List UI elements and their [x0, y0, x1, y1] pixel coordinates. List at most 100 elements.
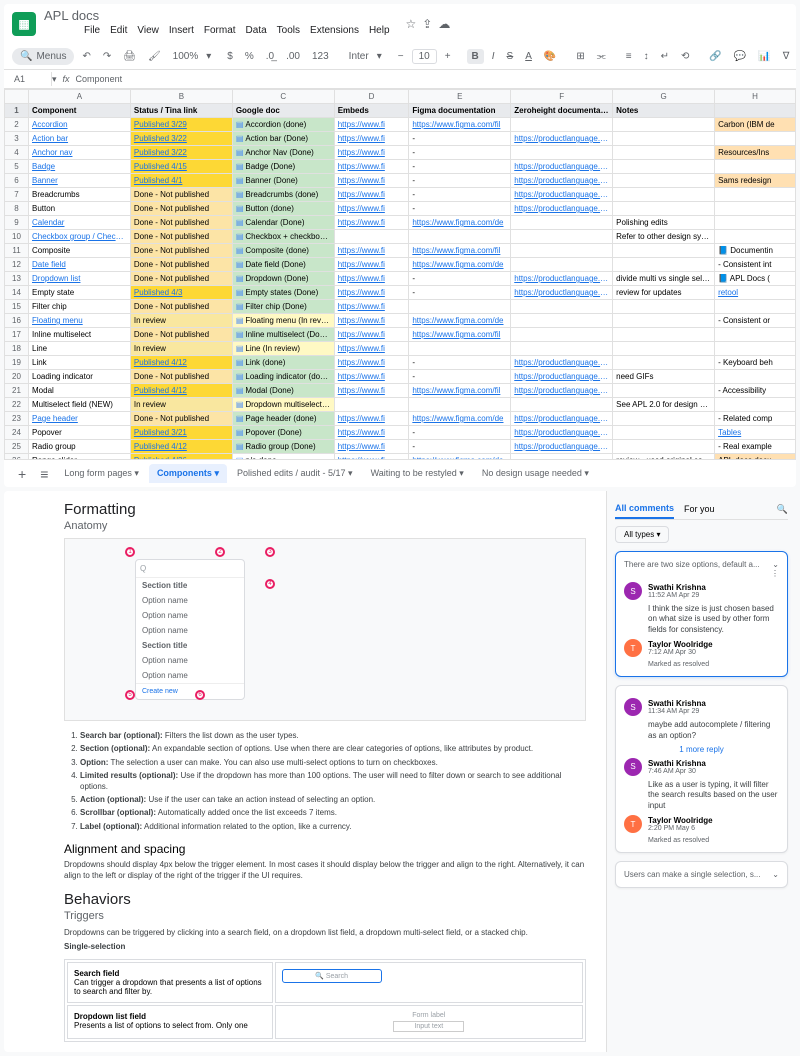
row-number[interactable]: 16 — [5, 314, 29, 328]
menu-file[interactable]: File — [84, 25, 100, 36]
cell-status[interactable]: Published 4/1 — [130, 174, 232, 188]
row-number[interactable]: 24 — [5, 426, 29, 440]
cell-gdoc[interactable]: ▤Date field (Done) — [232, 258, 334, 272]
move-icon[interactable]: ⇪ — [422, 17, 432, 31]
menu-help[interactable]: Help — [369, 25, 390, 36]
all-sheets-btn[interactable]: ≡ — [34, 466, 54, 482]
chevron-down-icon[interactable]: ▾ — [206, 51, 211, 62]
row-number[interactable]: 10 — [5, 230, 29, 244]
cell-notes[interactable] — [613, 160, 715, 174]
italic-btn[interactable]: I — [488, 49, 499, 64]
row-number[interactable]: 7 — [5, 188, 29, 202]
menu-tools[interactable]: Tools — [277, 25, 300, 36]
header-cell[interactable]: Zeroheight documentation — [511, 104, 613, 118]
cell-zh[interactable]: https://productlanguage.adde — [511, 412, 613, 426]
cell-figma[interactable]: - — [409, 426, 511, 440]
cell-component[interactable]: Banner — [29, 174, 131, 188]
cell-notes[interactable] — [613, 412, 715, 426]
cell-figma[interactable]: - — [409, 272, 511, 286]
cell-embed[interactable]: https://www.fi — [334, 328, 409, 342]
cell-status[interactable]: Published 4/3 — [130, 286, 232, 300]
cell-status[interactable]: Published 4/12 — [130, 440, 232, 454]
num-format-btn[interactable]: 123 — [308, 49, 333, 64]
cell-h[interactable]: retool — [715, 286, 796, 300]
cell-figma[interactable]: - — [409, 370, 511, 384]
cell-component[interactable]: Floating menu — [29, 314, 131, 328]
sheet-tab[interactable]: Waiting to be restyled ▾ — [363, 464, 472, 483]
col-header[interactable]: G — [613, 90, 715, 104]
cell-embed[interactable] — [334, 230, 409, 244]
cell-zh[interactable]: https://productlanguage.adde — [511, 440, 613, 454]
cell-figma[interactable]: - — [409, 146, 511, 160]
row-number[interactable]: 19 — [5, 356, 29, 370]
cell-gdoc[interactable]: ▤Popover (Done) — [232, 426, 334, 440]
cell-component[interactable]: Calendar — [29, 216, 131, 230]
inc-dec-btn[interactable]: .00 — [282, 49, 304, 64]
cell-h[interactable]: - Real example — [715, 440, 796, 454]
cell-h[interactable] — [715, 202, 796, 216]
col-header[interactable]: C — [232, 90, 334, 104]
cell-gdoc[interactable]: ▤Floating menu (In review) — [232, 314, 334, 328]
cell-zh[interactable] — [511, 258, 613, 272]
cell-figma[interactable] — [409, 342, 511, 356]
merge-btn[interactable]: ⫘ — [593, 49, 610, 64]
cell-status[interactable]: In review — [130, 398, 232, 412]
cell-h[interactable]: Resources/Ins — [715, 146, 796, 160]
cell-component[interactable]: Filter chip — [29, 300, 131, 314]
cell-component[interactable]: Empty state — [29, 286, 131, 300]
undo-icon[interactable]: ↶ — [78, 49, 94, 64]
cell-zh[interactable]: https://productlanguage.adde — [511, 160, 613, 174]
cell-status[interactable]: In review — [130, 342, 232, 356]
cell-embed[interactable]: https://www.fi — [334, 216, 409, 230]
cell-status[interactable]: Done - Not published — [130, 272, 232, 286]
cell-figma[interactable]: - — [409, 356, 511, 370]
cell-figma[interactable]: https://www.figma.com/fil — [409, 244, 511, 258]
fontsize-plus[interactable]: + — [441, 49, 455, 64]
cell-component[interactable]: Popover — [29, 426, 131, 440]
cell-h[interactable] — [715, 398, 796, 412]
cell-gdoc[interactable]: ▤Radio group (Done) — [232, 440, 334, 454]
cell-notes[interactable] — [613, 300, 715, 314]
cell-component[interactable]: Checkbox group / Checkbox — [29, 230, 131, 244]
cell-component[interactable]: Multiselect field (NEW) — [29, 398, 131, 412]
cell-status[interactable]: Published 4/12 — [130, 356, 232, 370]
cell-h[interactable] — [715, 370, 796, 384]
cell-figma[interactable]: https://www.figma.com/de — [409, 216, 511, 230]
col-header[interactable]: D — [334, 90, 409, 104]
add-sheet-btn[interactable]: + — [12, 466, 32, 482]
cell-embed[interactable]: https://www.fi — [334, 384, 409, 398]
row-number[interactable]: 18 — [5, 342, 29, 356]
cloud-icon[interactable]: ☁ — [438, 17, 450, 31]
cell-status[interactable]: Published 3/22 — [130, 132, 232, 146]
cell-h[interactable]: - Keyboard beh — [715, 356, 796, 370]
cell-status[interactable]: Done - Not published — [130, 412, 232, 426]
cell-zh[interactable] — [511, 216, 613, 230]
cell-gdoc[interactable]: ▤Anchor Nav (Done) — [232, 146, 334, 160]
cell-embed[interactable]: https://www.fi — [334, 132, 409, 146]
row-number[interactable]: 11 — [5, 244, 29, 258]
cell-zh[interactable]: https://productlanguage.adde — [511, 356, 613, 370]
cell-embed[interactable]: https://www.fi — [334, 272, 409, 286]
formula-input[interactable]: Component — [76, 74, 123, 84]
cell-component[interactable]: Anchor nav — [29, 146, 131, 160]
cell-gdoc[interactable]: ▤Calendar (Done) — [232, 216, 334, 230]
cell-figma[interactable]: - — [409, 286, 511, 300]
print-icon[interactable]: 🖨 — [119, 49, 140, 64]
cell-figma[interactable]: - — [409, 160, 511, 174]
cell-gdoc[interactable]: ▤Dropdown (Done) — [232, 272, 334, 286]
cell-component[interactable]: Dropdown list — [29, 272, 131, 286]
cell-h[interactable]: 📘 Documentin — [715, 244, 796, 258]
cell-zh[interactable] — [511, 230, 613, 244]
cell-gdoc[interactable]: ▤Badge (Done) — [232, 160, 334, 174]
cell-h[interactable] — [715, 328, 796, 342]
menu-edit[interactable]: Edit — [110, 25, 127, 36]
grid[interactable]: ABCDEFGH 1ComponentStatus / Tina linkGoo… — [4, 89, 796, 459]
cell-figma[interactable] — [409, 300, 511, 314]
filter-chip[interactable]: All types ▾ — [615, 526, 669, 543]
col-header[interactable]: B — [130, 90, 232, 104]
cell-notes[interactable] — [613, 188, 715, 202]
cell-h[interactable] — [715, 342, 796, 356]
cell-h[interactable] — [715, 300, 796, 314]
cell-gdoc[interactable]: ▤Page header (done) — [232, 412, 334, 426]
cell-component[interactable]: Inline multiselect — [29, 328, 131, 342]
